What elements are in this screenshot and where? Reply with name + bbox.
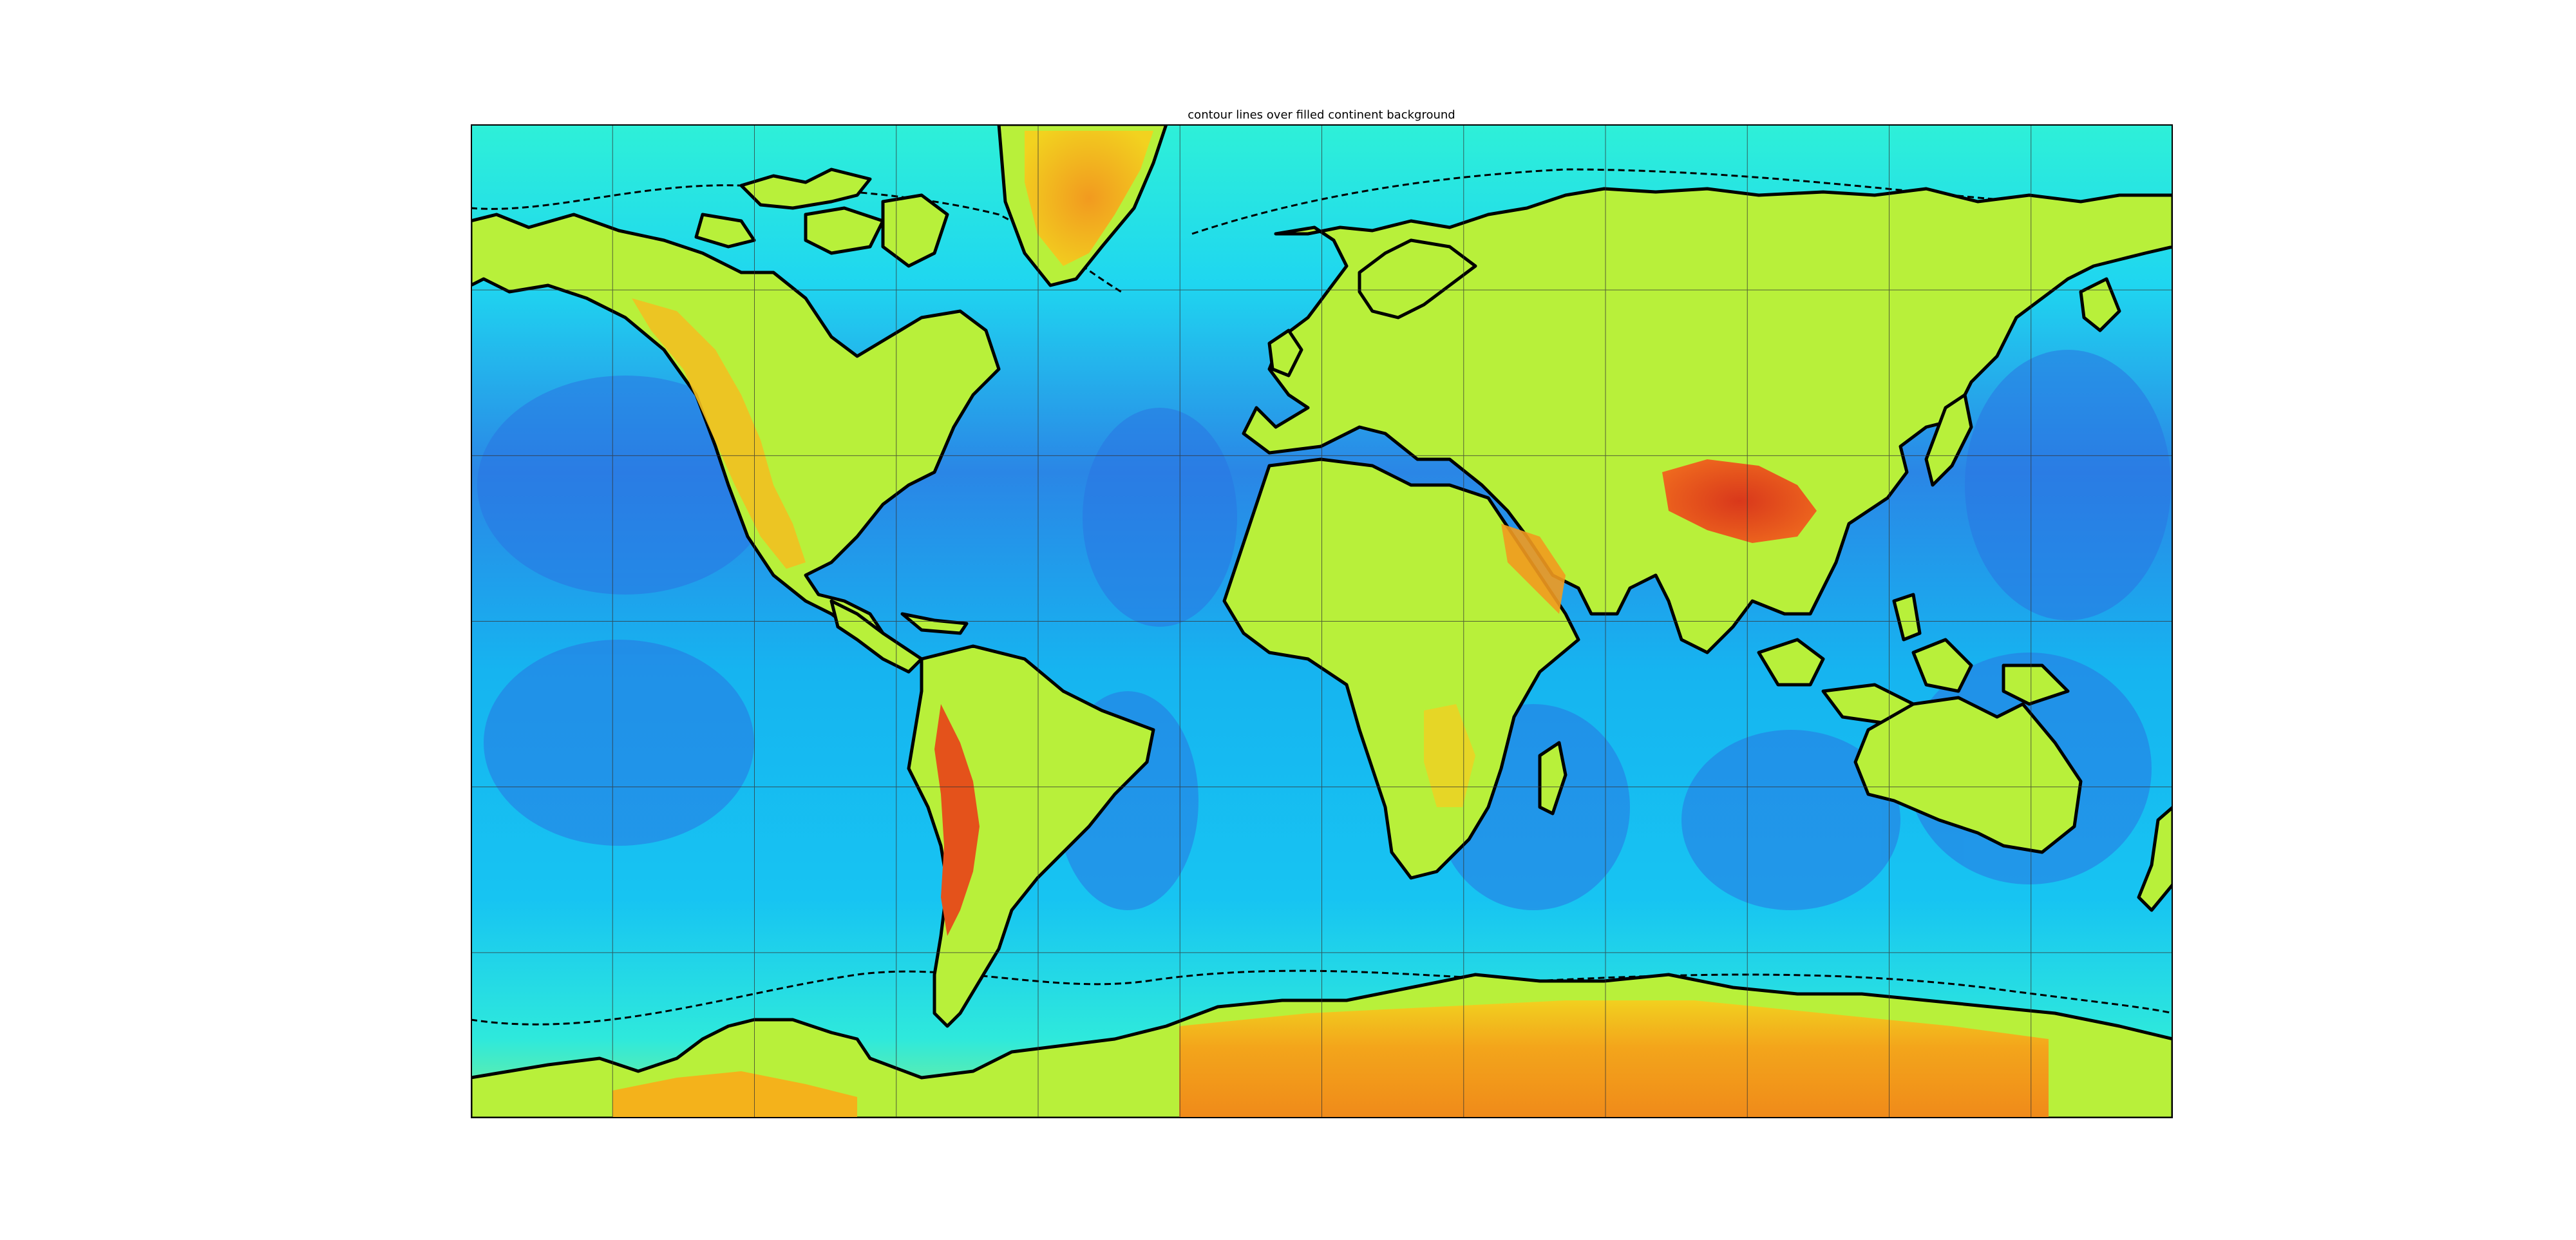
greenland-icecap xyxy=(1025,131,1153,266)
map-panel xyxy=(471,124,2173,1118)
andes xyxy=(934,704,980,936)
eurasia xyxy=(1242,187,2173,654)
map-border xyxy=(471,124,2173,1118)
australia xyxy=(1853,696,2083,854)
africa xyxy=(1222,457,1580,880)
antarctic-plateau xyxy=(1179,1000,2049,1118)
south-america xyxy=(907,644,1155,1028)
map-title: contour lines over filled continent back… xyxy=(1188,108,1455,122)
tibetan-plateau xyxy=(1662,459,1817,543)
land-highlands xyxy=(612,131,2049,1118)
lat-lon-grid xyxy=(471,124,2173,1118)
